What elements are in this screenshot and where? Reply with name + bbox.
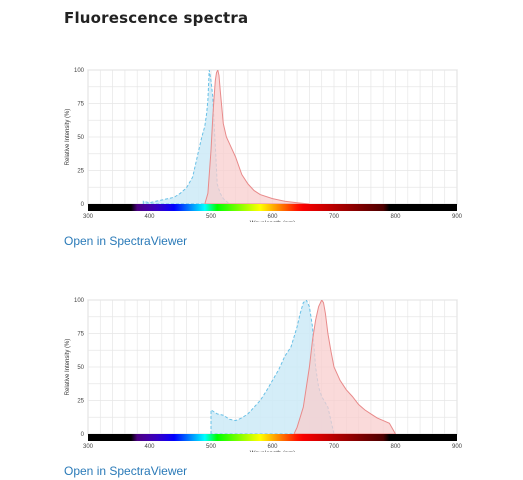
y-tick-label: 75: [77, 102, 84, 108]
x-tick-label: 700: [329, 214, 340, 220]
y-axis-label: Relative Intensity (%): [65, 339, 71, 396]
x-tick-label: 800: [390, 214, 401, 220]
open-in-spectraviewer-link-2[interactable]: Open in SpectraViewer: [64, 464, 188, 478]
wavelength-color-bar: [88, 434, 457, 441]
spectra-plot-svg: 0 25 50 75 100 300 400 500 600 700 800 900 Wavelengt…: [65, 298, 463, 452]
x-tick-label: 300: [83, 214, 94, 220]
excitation-emission-chart-2: 0 25 50 75 100 300 400 500 600 700 800 900 Wavelengt…: [60, 292, 465, 452]
x-tick-label: 500: [206, 444, 217, 450]
y-tick-label: 0: [81, 202, 85, 208]
wavelength-color-bar: [88, 204, 457, 211]
x-tick-label: 800: [390, 444, 401, 450]
y-tick-label: 100: [74, 68, 85, 74]
x-tick-label: 700: [329, 444, 340, 450]
x-tick-label: 900: [452, 214, 463, 220]
y-tick-label: 50: [77, 365, 84, 371]
x-axis-label: Wavelength (nm): [250, 451, 295, 452]
open-in-spectraviewer-link-1[interactable]: Open in SpectraViewer: [64, 234, 188, 248]
y-tick-label: 75: [77, 332, 84, 338]
page-title: Fluorescence spectra: [64, 9, 249, 27]
excitation-emission-chart-1: 0 25 50 75 100 300 400 500 600 700 800 900 Wavelengt…: [60, 62, 465, 222]
x-tick-label: 600: [267, 444, 278, 450]
spectra-plot-svg: 0 25 50 75 100 300 400 500 600 700 800 900 Wavelengt…: [65, 68, 463, 222]
x-tick-label: 400: [144, 444, 155, 450]
x-tick-label: 500: [206, 214, 217, 220]
x-tick-label: 400: [144, 214, 155, 220]
series-group: [210, 300, 397, 434]
y-tick-label: 0: [81, 432, 85, 438]
x-tick-label: 300: [83, 444, 94, 450]
y-tick-label: 25: [77, 399, 84, 405]
series-group: [142, 70, 310, 204]
x-axis-label: Wavelength (nm): [250, 221, 295, 222]
emission-area: [204, 70, 310, 204]
y-axis-label: Relative Intensity (%): [65, 109, 71, 166]
y-tick-label: 25: [77, 169, 84, 175]
x-tick-label: 600: [267, 214, 278, 220]
emission-area: [293, 300, 397, 434]
y-tick-label: 50: [77, 135, 84, 141]
y-tick-label: 100: [74, 298, 85, 304]
x-tick-label: 900: [452, 444, 463, 450]
